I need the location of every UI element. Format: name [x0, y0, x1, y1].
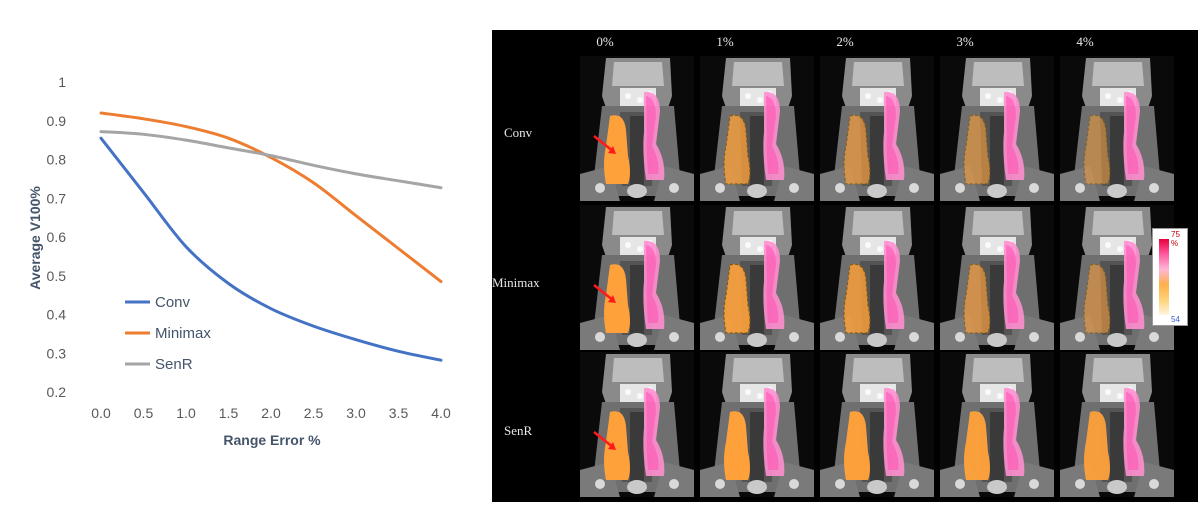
dose-colorbar: 75 % 54	[1152, 228, 1188, 326]
ct-column-label: 2%	[836, 34, 854, 49]
y-tick-label: 0.3	[47, 345, 67, 361]
ct-row-label: SenR	[504, 423, 533, 438]
y-tick-label: 0.6	[47, 229, 67, 245]
ct-column-label: 1%	[716, 34, 734, 49]
colorbar-top-label: 75 %	[1171, 230, 1180, 248]
ct-image-senr-2pct	[820, 352, 934, 497]
ct-image-minimax-0pct	[580, 205, 694, 350]
y-tick-label: 0.8	[47, 152, 67, 168]
ct-column-label: 3%	[956, 34, 974, 49]
x-tick-label: 2.0	[261, 405, 281, 421]
x-tick-label: 0.0	[91, 405, 111, 421]
x-tick-label: 0.5	[134, 405, 154, 421]
x-tick-label: 1.5	[219, 405, 239, 421]
y-tick-label: 0.2	[47, 384, 67, 400]
ct-column-label: 4%	[1076, 34, 1094, 49]
ct-image-conv-1pct	[700, 56, 814, 201]
x-tick-label: 1.0	[176, 405, 196, 421]
y-tick-label: 1	[58, 74, 66, 90]
y-tick-label: 0.5	[47, 268, 67, 284]
ct-column-label: 0%	[596, 34, 614, 49]
ct-image-senr-0pct	[580, 352, 694, 497]
ct-image-minimax-1pct	[700, 205, 814, 350]
series-line-senr	[99, 130, 443, 190]
legend-label-senr: SenR	[155, 356, 193, 373]
legend-label-conv: Conv	[155, 294, 191, 311]
ct-image-minimax-2pct	[820, 205, 934, 350]
x-axis-title: Range Error %	[223, 432, 321, 448]
ct-image-senr-4pct	[1060, 352, 1174, 497]
x-tick-label: 4.0	[431, 405, 451, 421]
colorbar-gradient	[1159, 239, 1169, 315]
x-tick-label: 3.5	[389, 405, 409, 421]
y-axis-title: Average V100%	[27, 186, 43, 290]
y-tick-label: 0.4	[47, 307, 67, 323]
x-tick-label: 3.0	[346, 405, 366, 421]
ct-image-conv-0pct	[580, 56, 694, 201]
ct-image-panel: 0% 1% 2% 3% 4% Conv Minimax SenR	[492, 30, 1198, 502]
ct-image-senr-3pct	[940, 352, 1054, 497]
ct-image-conv-3pct	[940, 56, 1054, 201]
ct-image-senr-1pct	[700, 352, 814, 497]
line-chart: 0.2 0.3 0.4 0.5 0.6 0.7 0.8 0.9 1 0.0 0.5 1.0 1.5 2.…	[27, 74, 451, 448]
ct-image-conv-4pct	[1060, 56, 1174, 201]
ct-image-minimax-3pct	[940, 205, 1054, 350]
series-line-conv	[99, 136, 443, 362]
colorbar-bottom-label: 54	[1171, 315, 1180, 324]
x-tick-label: 2.5	[304, 405, 324, 421]
ct-row-label: Minimax	[492, 275, 540, 290]
ct-row-label: Conv	[504, 125, 533, 140]
y-tick-label: 0.9	[47, 113, 67, 129]
y-tick-label: 0.7	[47, 190, 67, 206]
ct-image-minimax-4pct	[1060, 205, 1174, 350]
ct-image-conv-2pct	[820, 56, 934, 201]
legend-label-minimax: Minimax	[155, 325, 211, 342]
series-line-minimax	[99, 111, 443, 284]
